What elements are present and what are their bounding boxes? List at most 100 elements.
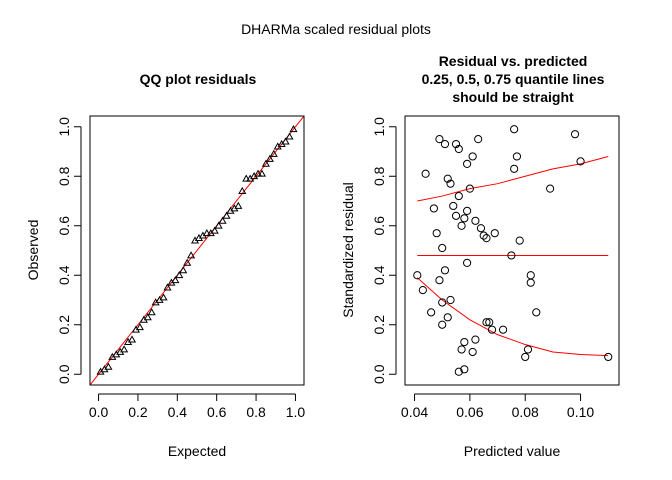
qq-point [218,216,227,224]
residual-point [460,365,469,374]
residual-point [440,266,450,275]
residual-point [454,367,463,376]
qq-point [175,271,184,279]
qq-point [183,258,192,266]
qq-point [104,362,113,370]
residual-point [463,258,472,267]
residual-point [413,271,422,280]
qq-y-axis-label: Observed [25,220,41,281]
residual-point [449,201,458,211]
residual-point [512,152,522,161]
residual-point [498,325,508,334]
qq-x-tick-label: 0.6 [207,404,227,420]
qq-point [210,226,219,234]
residual-y-tick-label: 0.0 [371,364,387,384]
residual-y-tick-label: 0.2 [371,315,387,335]
residual-point [451,139,461,149]
residual-plot-title-line-2: 0.25, 0.5, 0.75 quantile lines [422,71,605,87]
residual-point [576,157,585,166]
qq-point [281,137,290,145]
residual-y-axis: 0.0 0.2 0.4 0.6 0.8 1.0 [371,117,397,384]
residual-point [570,130,580,139]
residual-point [510,164,519,173]
qq-point [269,149,278,157]
qq-y-tick-label: 0.8 [56,166,72,186]
residual-y-tick-label: 0.4 [371,265,387,285]
qq-y-axis: 0.0 0.2 0.4 0.6 0.8 1.0 [56,117,82,384]
residual-point [432,229,441,238]
qq-point [234,201,243,209]
residual-y-tick-label: 1.0 [371,117,387,137]
residual-point [526,278,535,287]
residual-point [487,325,497,334]
residual-point [438,298,447,307]
residual-point [429,204,439,213]
residual-point [510,125,519,134]
residual-x-tick-label: 0.10 [567,404,594,420]
residual-point [515,236,524,245]
residual-plot-area [413,125,613,376]
qq-x-tick-label: 0.0 [89,404,109,420]
residual-y-tick-label: 0.8 [371,166,387,186]
residual-x-tick-label: 0.04 [401,404,428,420]
qq-x-tick-label: 0.4 [168,404,188,420]
qq-point [261,159,270,167]
residual-y-tick-label: 0.6 [371,216,387,236]
residual-plot-panel: Residual vs. predicted 0.25, 0.5, 0.75 q… [340,53,620,459]
qq-point [163,283,172,291]
residual-point [532,308,541,317]
qq-point [120,345,129,353]
residual-point [471,216,480,225]
qq-x-axis: 0.0 0.2 0.4 0.6 0.8 1.0 [89,393,306,420]
qq-plot-frame [89,115,305,386]
residual-point [468,152,477,161]
qq-reference-line [90,116,304,385]
residual-point [443,313,452,322]
residual-point [463,159,472,168]
residual-point [438,320,447,329]
quantile-line-0-75 [417,155,609,202]
qq-point [257,169,267,177]
qq-point [242,174,251,182]
qq-point [159,293,168,301]
residual-plot-frame [404,115,620,386]
qq-y-tick-label: 0.6 [56,216,72,236]
qq-y-tick-label: 0.2 [56,315,72,335]
residual-point [435,276,444,285]
qq-x-tick-label: 1.0 [286,404,306,420]
residual-plot-title-line-1: Residual vs. predicted [439,53,588,69]
residual-point [451,211,461,220]
residual-x-axis: 0.04 0.06 0.08 0.10 [401,393,594,420]
qq-point [253,169,263,177]
qq-point [187,251,196,259]
qq-y-tick-label: 1.0 [56,117,72,137]
residual-point [546,184,555,193]
residual-point [604,352,613,362]
residual-point [463,206,472,216]
qq-point [289,125,298,133]
residual-x-tick-label: 0.08 [512,404,539,420]
qq-point [127,335,137,343]
qq-point [179,266,188,274]
qq-y-tick-label: 0.4 [56,265,72,285]
residual-point [490,229,499,238]
qq-point [265,154,274,162]
qq-point [143,313,152,321]
residual-point [523,345,533,354]
qq-plot-area [90,116,304,385]
residual-x-axis-label: Predicted value [464,443,561,459]
qq-x-tick-label: 0.2 [128,404,148,420]
qq-point [202,228,211,237]
residual-point [460,214,469,223]
residual-point [418,285,427,295]
residual-point [526,271,535,280]
residual-point [482,318,491,327]
qq-point [238,186,247,195]
qq-plot-title: QQ plot residuals [140,71,257,87]
qq-x-tick-label: 0.8 [246,404,266,420]
qq-point [135,323,144,331]
residual-point [435,135,444,144]
residual-point [421,169,430,178]
qq-point [214,221,223,229]
